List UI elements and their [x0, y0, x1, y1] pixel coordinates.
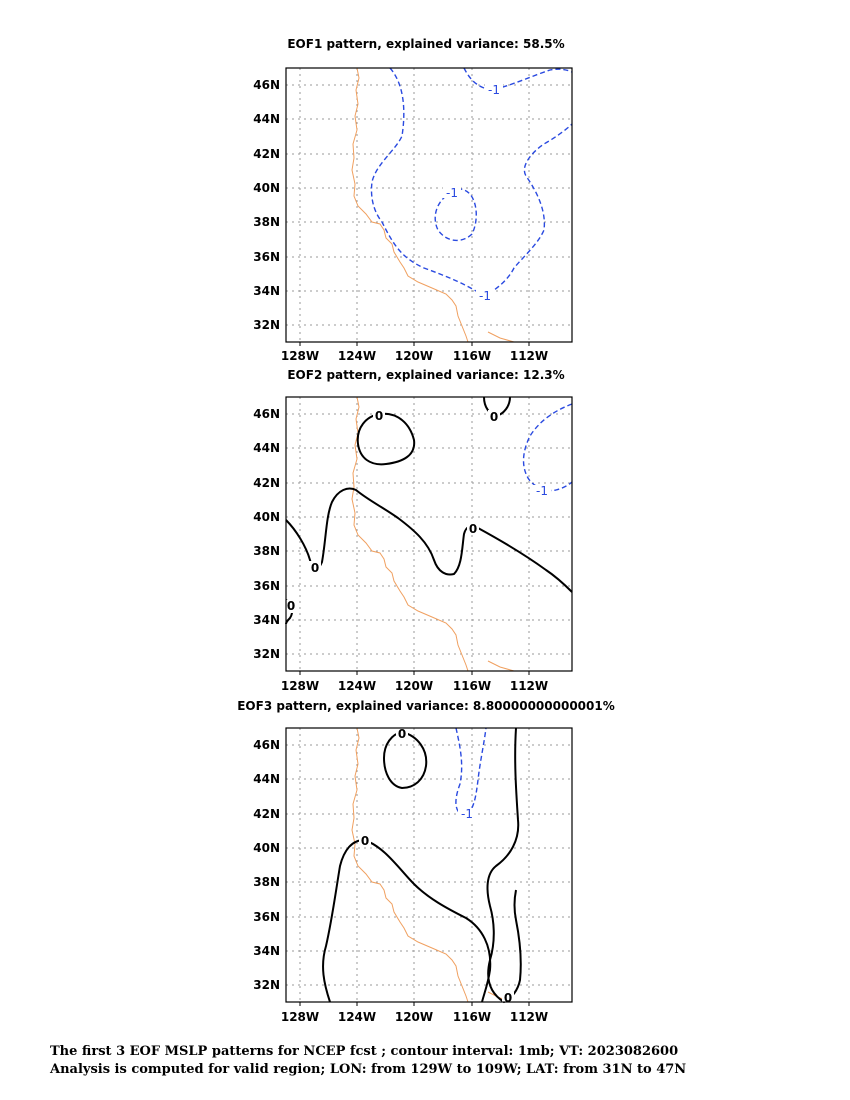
- eof3-y-tick-label: 38N: [253, 875, 280, 889]
- eof1-y-tick-label: 40N: [253, 181, 280, 195]
- eof3-x-tick-label: 128W: [281, 1010, 319, 1024]
- eof2-y-tick-label: 38N: [253, 544, 280, 558]
- eof2-x-tick-label: 116W: [453, 679, 491, 693]
- eof2-contour-label: 0: [490, 410, 498, 424]
- eof2-gridlines: [286, 397, 572, 671]
- eof1-x-ticks: 128W 124W 120W 116W 112W: [281, 342, 548, 363]
- eof1-x-tick-label: 112W: [510, 349, 548, 363]
- eof2-panel: EOF2 pattern, explained variance: 12.3% …: [253, 368, 573, 693]
- eof1-y-tick-label: 42N: [253, 147, 280, 161]
- eof3-y-tick-label: 42N: [253, 807, 280, 821]
- eof2-x-tick-label: 128W: [281, 679, 319, 693]
- eof2-y-tick-label: 36N: [253, 579, 280, 593]
- eof3-y-tick-label: 40N: [253, 841, 280, 855]
- eof2-contour-label: 0: [311, 561, 319, 575]
- eof2-y-ticks: 46N 44N 42N 40N 38N 36N 34N 32N: [253, 407, 280, 661]
- eof1-x-tick-label: 128W: [281, 349, 319, 363]
- eof3-y-tick-label: 32N: [253, 978, 280, 992]
- eof2-x-tick-label: 120W: [395, 679, 433, 693]
- eof2-x-tick-label: 112W: [510, 679, 548, 693]
- eof2-map-frame: [285, 396, 573, 672]
- eof2-contour-label: 0: [375, 409, 383, 423]
- eof1-panel: EOF1 pattern, explained variance: 58.5% …: [253, 37, 573, 363]
- eof3-contour-zero-main: [322, 839, 492, 1003]
- eof1-contour-label: -1: [446, 186, 458, 200]
- eof1-coastline: [351, 67, 515, 343]
- eof2-title: EOF2 pattern, explained variance: 12.3%: [287, 368, 564, 382]
- eof3-x-tick-label: 112W: [510, 1010, 548, 1024]
- eof1-contour-label: -1: [488, 83, 500, 97]
- eof1-y-ticks: 46N 44N 42N 40N 38N 36N 34N 32N: [253, 78, 280, 332]
- eof2-contour-label: 0: [469, 522, 477, 536]
- eof1-contour-labels: -1 -1 -1: [443, 83, 503, 303]
- eof3-x-tick-label: 120W: [395, 1010, 433, 1024]
- eof3-contour-zero-north-loop: [382, 730, 428, 790]
- eof3-x-tick-label: 124W: [338, 1010, 376, 1024]
- eof1-contour-negative-north: [370, 67, 573, 297]
- eof2-x-ticks: 128W 124W 120W 116W 112W: [281, 671, 548, 693]
- eof3-map-frame: [285, 727, 573, 1003]
- eof3-contour-label: 0: [504, 991, 512, 1005]
- eof2-contour-labels: 0 0 0 0 0 -1: [286, 409, 551, 613]
- eof1-y-tick-label: 36N: [253, 250, 280, 264]
- eof2-y-tick-label: 46N: [253, 407, 280, 421]
- eof1-y-tick-label: 34N: [253, 284, 280, 298]
- eof1-contour-label: -1: [479, 289, 491, 303]
- eof3-x-ticks: 128W 124W 120W 116W 112W: [281, 1002, 548, 1024]
- eof1-y-tick-label: 32N: [253, 318, 280, 332]
- eof1-y-tick-label: 38N: [253, 215, 280, 229]
- eof2-contour-negative-east: [522, 403, 573, 492]
- eof1-gridlines: [286, 68, 572, 342]
- eof1-x-tick-label: 124W: [338, 349, 376, 363]
- eof3-y-tick-label: 44N: [253, 772, 280, 786]
- eof2-contour-label: 0: [287, 599, 295, 613]
- eof1-contour-negative-center: [434, 188, 477, 241]
- eof3-contour-label: -1: [461, 807, 473, 821]
- eof2-y-tick-label: 32N: [253, 647, 280, 661]
- eof3-contour-label: 0: [361, 834, 369, 848]
- eof1-title: EOF1 pattern, explained variance: 58.5%: [287, 37, 564, 51]
- eof2-y-tick-label: 42N: [253, 476, 280, 490]
- eof3-contour-zero-east: [486, 727, 522, 1004]
- eof1-y-tick-label: 44N: [253, 112, 280, 126]
- eof3-y-ticks: 46N 44N 42N 40N 38N 36N 34N 32N: [253, 738, 280, 992]
- eof3-y-tick-label: 46N: [253, 738, 280, 752]
- eof3-gridlines: [286, 728, 572, 1002]
- eof2-contour-label: -1: [536, 484, 548, 498]
- eof3-contour-labels: 0 0 0 -1: [359, 727, 514, 1005]
- eof2-contour-zero-north-loop: [356, 412, 416, 466]
- eof3-y-tick-label: 36N: [253, 910, 280, 924]
- eof2-coastline: [351, 396, 515, 672]
- eof2-y-tick-label: 34N: [253, 613, 280, 627]
- caption-line-1: The first 3 EOF MSLP patterns for NCEP f…: [50, 1044, 678, 1059]
- eof1-x-tick-label: 116W: [453, 349, 491, 363]
- eof2-contour-zero-main: [285, 487, 573, 593]
- eof3-x-tick-label: 116W: [453, 1010, 491, 1024]
- eof2-x-tick-label: 124W: [338, 679, 376, 693]
- eof3-title: EOF3 pattern, explained variance: 8.8000…: [237, 699, 615, 713]
- figure-caption: The first 3 EOF MSLP patterns for NCEP f…: [49, 1044, 686, 1077]
- eof3-contour-negative-north: [455, 727, 487, 817]
- caption-line-2: Analysis is computed for valid region; L…: [49, 1062, 686, 1077]
- eof1-y-tick-label: 46N: [253, 78, 280, 92]
- eof3-y-tick-label: 34N: [253, 944, 280, 958]
- eof3-panel: EOF3 pattern, explained variance: 8.8000…: [237, 699, 615, 1024]
- eof1-x-tick-label: 120W: [395, 349, 433, 363]
- eof1-map-frame: [285, 67, 573, 343]
- eof2-y-tick-label: 44N: [253, 441, 280, 455]
- eof1-contour-negative-northeast: [463, 67, 573, 91]
- eof2-y-tick-label: 40N: [253, 510, 280, 524]
- eof3-contour-label: 0: [398, 727, 406, 741]
